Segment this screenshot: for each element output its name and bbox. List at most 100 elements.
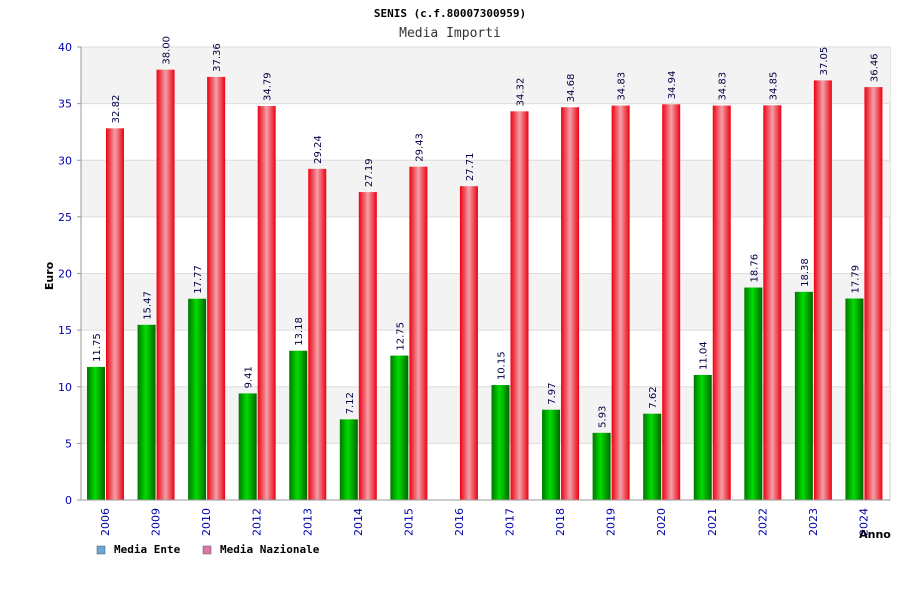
value-label-nazionale-2010: 37.36 xyxy=(212,43,223,72)
legend: Media Ente Media Nazionale xyxy=(96,543,320,556)
value-label-ente-2022: 18.76 xyxy=(749,254,760,283)
value-label-nazionale-2016: 27.71 xyxy=(465,153,476,182)
value-label-ente-2021: 11.04 xyxy=(699,341,710,370)
x-tick-label: 2016 xyxy=(453,508,466,536)
value-label-ente-2006: 11.75 xyxy=(92,333,103,362)
bar-nazionale-2020 xyxy=(662,104,681,500)
x-tick-label: 2014 xyxy=(352,508,365,536)
chart-title: SENIS (c.f.80007300959) xyxy=(374,7,526,20)
bar-ente-2006 xyxy=(87,366,105,500)
bar-nazionale-2023 xyxy=(813,80,832,500)
x-axis-label: Anno xyxy=(859,528,891,541)
x-axis-ticks: 2006 2009 2010 2012 2013 2014 2015 2016 2017 2018… xyxy=(81,499,890,536)
value-label-ente-2018: 7.97 xyxy=(547,382,558,404)
value-label-ente-2024: 17.79 xyxy=(850,265,861,294)
value-label-nazionale-2019: 34.83 xyxy=(617,72,628,101)
value-label-nazionale-2022: 34.85 xyxy=(768,72,779,101)
value-label-nazionale-2023: 37.05 xyxy=(819,47,830,76)
bar-nazionale-2013 xyxy=(308,168,327,500)
y-tick-label: 5 xyxy=(65,437,72,450)
y-tick-label: 20 xyxy=(58,268,72,281)
x-tick-label: 2017 xyxy=(504,508,517,536)
bar-ente-2014 xyxy=(339,419,358,500)
y-tick-label: 10 xyxy=(58,381,72,394)
bar-nazionale-2006 xyxy=(106,128,124,500)
value-label-nazionale-2024: 36.46 xyxy=(869,53,880,82)
bar-ente-2012 xyxy=(238,393,257,500)
value-label-ente-2015: 12.75 xyxy=(395,322,406,351)
value-label-nazionale-2018: 34.68 xyxy=(566,74,577,103)
legend-swatch xyxy=(202,545,212,555)
x-tick-label: 2013 xyxy=(301,508,314,536)
bar-ente-2017 xyxy=(491,385,510,500)
value-label-nazionale-2021: 34.83 xyxy=(718,72,729,101)
bars xyxy=(87,69,883,501)
value-label-nazionale-2009: 38.00 xyxy=(162,36,173,65)
y-tick-label: 35 xyxy=(58,98,72,111)
bar-ente-2013 xyxy=(289,350,308,500)
value-label-nazionale-2020: 34.94 xyxy=(667,71,678,100)
bar-ente-2021 xyxy=(693,374,712,500)
value-label-ente-2019: 5.93 xyxy=(598,406,609,428)
bar-nazionale-2014 xyxy=(358,192,377,501)
bar-nazionale-2019 xyxy=(611,105,630,501)
bar-nazionale-2024 xyxy=(864,87,883,500)
legend-swatch xyxy=(96,545,106,555)
bar-ente-2010 xyxy=(188,298,207,500)
value-label-nazionale-2015: 29.43 xyxy=(414,133,425,162)
y-axis-ticks: 0 5 10 15 20 25 30 35 40 xyxy=(58,41,82,507)
x-tick-label: 2009 xyxy=(150,508,163,536)
bar-ente-2015 xyxy=(390,355,409,500)
bar-nazionale-2012 xyxy=(257,106,276,501)
bar-ente-2024 xyxy=(845,298,864,500)
bar-nazionale-2009 xyxy=(156,69,175,501)
x-tick-label: 2022 xyxy=(756,508,769,536)
y-tick-label: 25 xyxy=(58,211,72,224)
x-tick-label: 2006 xyxy=(99,508,112,536)
value-label-ente-2014: 7.12 xyxy=(345,392,356,414)
x-tick-label: 2019 xyxy=(605,508,618,536)
value-labels: 11.75 32.82 15.47 38.00 17.77 37.36 9.41 34.79 1… xyxy=(92,36,880,428)
y-tick-label: 30 xyxy=(58,154,72,167)
x-tick-label: 2023 xyxy=(807,508,820,536)
x-tick-label: 2015 xyxy=(402,508,415,536)
x-tick-label: 2024 xyxy=(857,508,870,536)
x-tick-label: 2020 xyxy=(655,508,668,536)
value-label-nazionale-2013: 29.24 xyxy=(313,135,324,164)
value-label-nazionale-2006: 32.82 xyxy=(111,95,122,124)
y-tick-label: 15 xyxy=(58,324,72,337)
value-label-ente-2009: 15.47 xyxy=(143,291,154,320)
y-tick-label: 0 xyxy=(65,494,72,507)
bar-ente-2018 xyxy=(542,409,561,500)
value-label-ente-2023: 18.38 xyxy=(800,258,811,287)
x-tick-label: 2012 xyxy=(251,508,264,536)
value-label-ente-2020: 7.62 xyxy=(648,386,659,408)
value-label-nazionale-2017: 34.32 xyxy=(516,78,527,107)
chart-subtitle: Media Importi xyxy=(399,26,501,41)
legend-label: Media Ente xyxy=(114,543,181,556)
bar-ente-2009 xyxy=(137,324,156,500)
value-label-nazionale-2014: 27.19 xyxy=(364,158,375,187)
x-tick-label: 2010 xyxy=(200,508,213,536)
bar-ente-2022 xyxy=(744,287,763,500)
value-label-ente-2012: 9.41 xyxy=(244,366,255,388)
bar-nazionale-2010 xyxy=(207,76,226,500)
x-tick-label: 2018 xyxy=(554,508,567,536)
value-label-nazionale-2012: 34.79 xyxy=(263,72,274,101)
bar-ente-2019 xyxy=(592,432,611,500)
bar-nazionale-2017 xyxy=(510,111,529,501)
value-label-ente-2017: 10.15 xyxy=(497,351,508,380)
y-axis-label: Euro xyxy=(43,261,56,290)
legend-label: Media Nazionale xyxy=(220,543,320,556)
x-tick-label: 2021 xyxy=(706,508,719,536)
bar-nazionale-2022 xyxy=(763,105,782,500)
y-tick-label: 40 xyxy=(58,41,72,54)
bar-nazionale-2021 xyxy=(712,105,731,501)
value-label-ente-2013: 13.18 xyxy=(294,317,305,346)
value-label-ente-2010: 17.77 xyxy=(193,265,204,294)
bar-ente-2023 xyxy=(794,291,813,500)
bar-ente-2020 xyxy=(643,413,662,500)
bar-nazionale-2018 xyxy=(561,107,580,501)
bar-nazionale-2016 xyxy=(459,186,478,500)
